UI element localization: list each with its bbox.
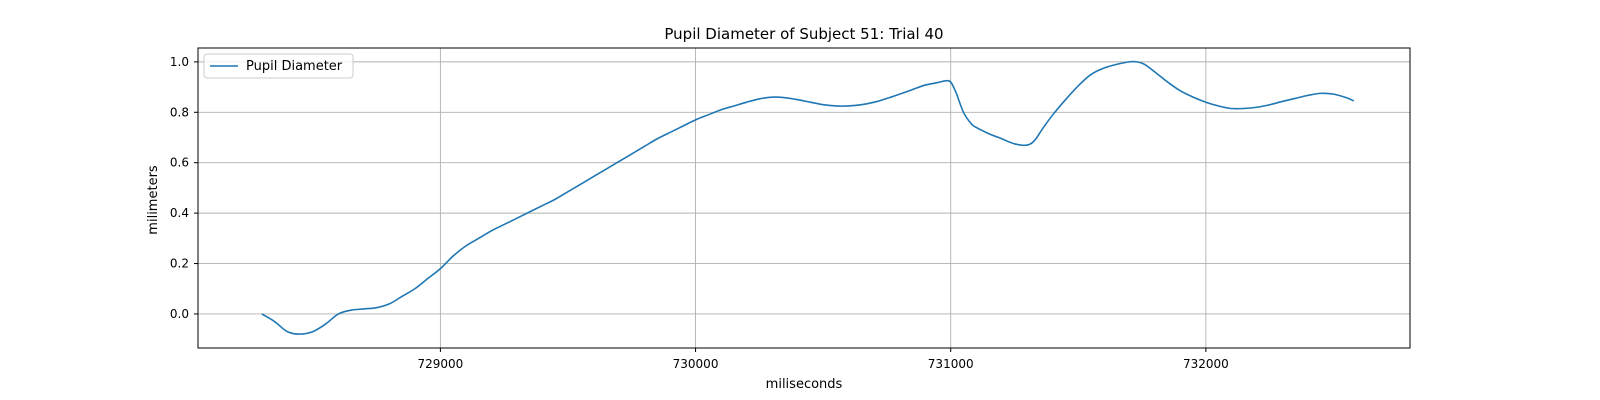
x-axis-label: miliseconds	[766, 377, 843, 392]
x-tick-label: 730000	[673, 357, 719, 371]
legend-box	[203, 53, 354, 79]
ticks: 729000 730000 731000 732000 0.0 0.2 0.4 0.6 0.8 1…	[170, 55, 1229, 371]
y-tick-label: 0.4	[170, 206, 189, 220]
x-tick-label: 731000	[928, 357, 974, 371]
y-axis-label: milimeters	[146, 165, 161, 235]
y-tick-label: 0.0	[170, 307, 189, 321]
chart-title: Pupil Diameter of Subject 51: Trial 40	[664, 25, 943, 43]
series-line-pupil-diameter	[261, 60, 1355, 335]
y-tick-label: 0.8	[170, 105, 189, 119]
y-tick-label: 1.0	[170, 55, 189, 69]
x-tick-label: 729000	[417, 357, 463, 371]
y-tick-label: 0.6	[170, 156, 189, 170]
legend-label: Pupil Diameter	[246, 59, 343, 74]
y-tick-label: 0.2	[170, 257, 189, 271]
plot-frame	[197, 47, 1411, 349]
plot-area	[198, 48, 1410, 348]
x-tick-label: 732000	[1183, 357, 1229, 371]
legend: Pupil Diameter	[203, 53, 354, 79]
series-layer	[261, 60, 1355, 335]
grid	[198, 48, 1410, 348]
